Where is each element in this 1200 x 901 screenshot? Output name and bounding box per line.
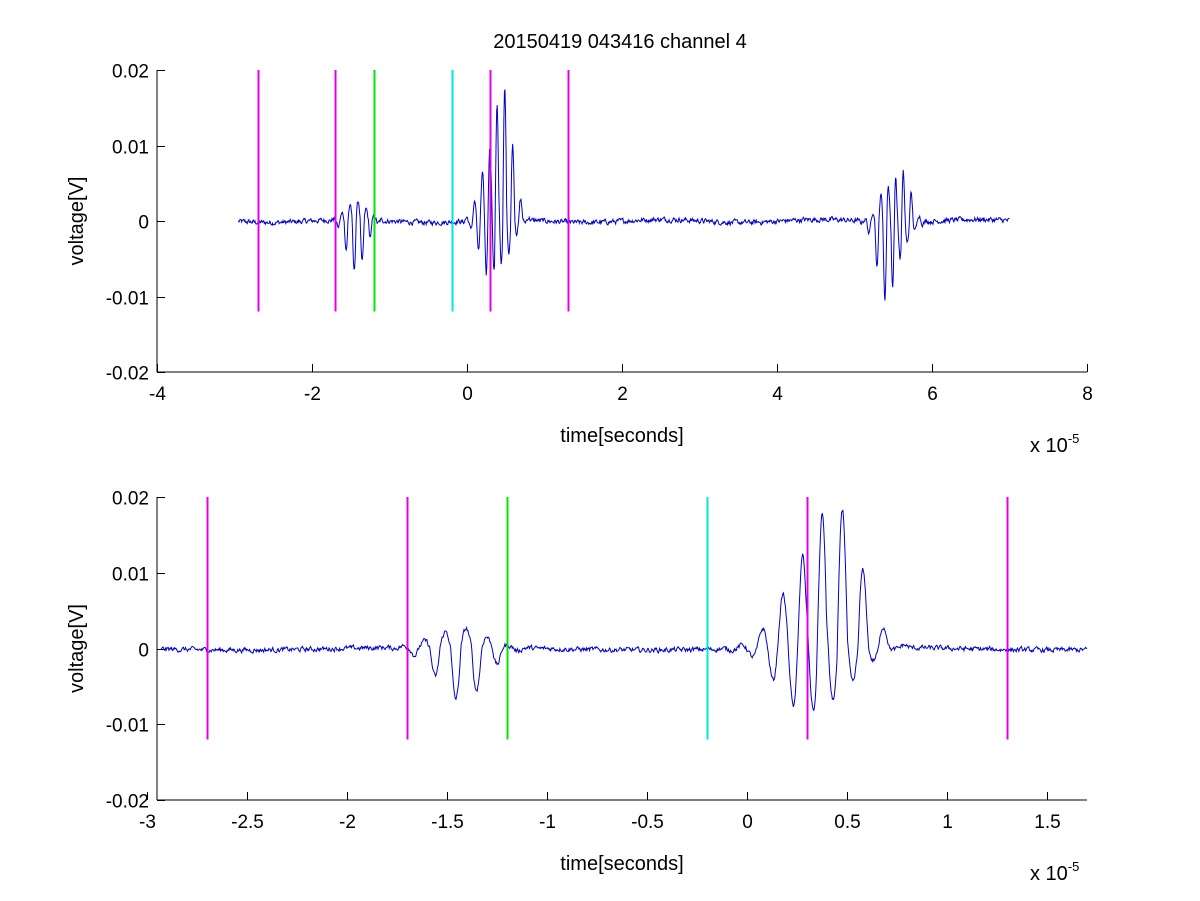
bottom-x-tick-label: -3: [139, 812, 156, 833]
top-y-tick-label: 0.02: [112, 62, 149, 83]
bottom-x-tick-label: -2: [339, 812, 356, 833]
top-x-exponent-value: -5: [1068, 431, 1080, 446]
bottom-x-tick-label: -1: [539, 812, 556, 833]
bottom-x-tick-label: -2.5: [231, 812, 264, 833]
top-y-tick-label: -0.02: [106, 364, 149, 385]
top-x-tick-label: 4: [772, 384, 783, 405]
top-x-multiplier: x 10: [1030, 435, 1068, 457]
top-y-tick-label: -0.01: [106, 289, 149, 310]
top-y-tick-label: 0.01: [112, 138, 149, 159]
bottom-plot: 0.02 0.01 0 -0.01 -0.02-3 -2.5 -2 -1.5 -1 -0.5 0 0.…: [106, 489, 1088, 833]
top-x-tick-label: -4: [149, 384, 166, 405]
bottom-y-tick-label: 0.01: [112, 565, 149, 586]
bottom-x-tick-label: -0.5: [631, 812, 664, 833]
bottom-signal-trace: [160, 509, 1088, 712]
bottom-y-tick-label: -0.02: [106, 792, 149, 813]
chart-title: 20150419 043416 channel 4: [493, 31, 747, 53]
bottom-x-axis-label: time[seconds]: [560, 853, 683, 875]
top-x-tick-label: 0: [462, 384, 473, 405]
bottom-x-tick-label: 1: [942, 812, 953, 833]
bottom-x-tick-label: 1.5: [1034, 812, 1060, 833]
bottom-y-tick-label: 0: [138, 641, 149, 662]
top-x-exponent: x 10-5: [1030, 431, 1079, 457]
top-plot: 0.02 0.01 0 -0.01 -0.02-4 -2 0 2 4 6 8: [106, 62, 1093, 406]
bottom-x-tick-label: 0.5: [834, 812, 860, 833]
top-x-tick-label: 6: [927, 384, 938, 405]
bottom-x-tick-label: -1.5: [431, 812, 464, 833]
top-x-tick-label: 8: [1082, 384, 1093, 405]
bottom-y-axis-label: voltage[V]: [66, 604, 88, 693]
top-signal-trace: [237, 89, 1010, 301]
bottom-x-tick-label: 0: [742, 812, 753, 833]
bottom-y-tick-label: 0.02: [112, 489, 149, 510]
top-x-axis-label: time[seconds]: [560, 425, 683, 447]
top-y-axis-label: voltage[V]: [66, 177, 88, 266]
top-x-tick-label: 2: [617, 384, 628, 405]
bottom-x-exponent-value: -5: [1068, 859, 1080, 874]
bottom-x-multiplier: x 10: [1030, 863, 1068, 885]
bottom-y-tick-label: -0.01: [106, 716, 149, 737]
top-x-tick-label: -2: [304, 384, 321, 405]
bottom-x-exponent: x 10-5: [1030, 859, 1079, 885]
top-y-tick-label: 0: [138, 213, 149, 234]
